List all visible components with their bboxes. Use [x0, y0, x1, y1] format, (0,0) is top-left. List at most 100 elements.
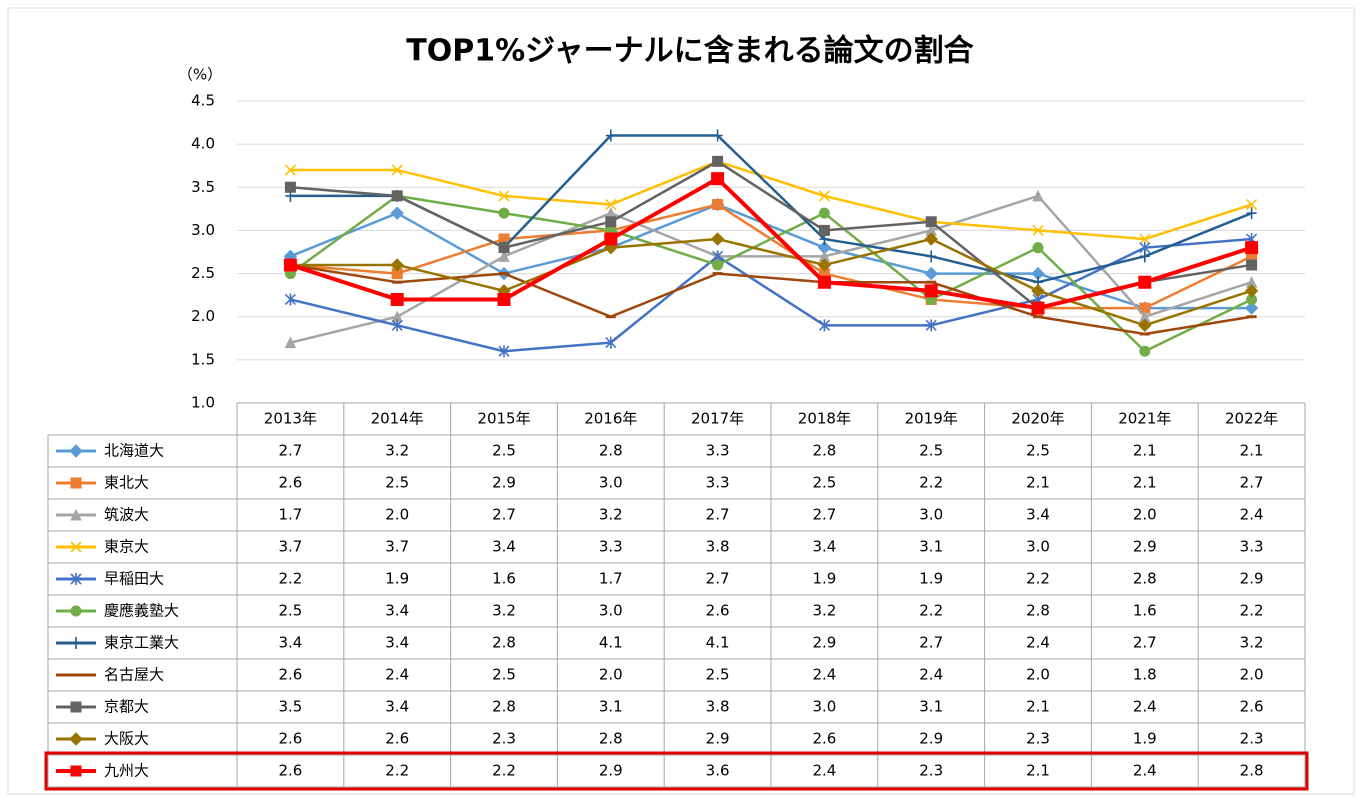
data-point: [1139, 250, 1150, 263]
table-cell: 2.7: [1133, 634, 1157, 652]
table-cell: 3.0: [599, 602, 623, 620]
table-cell: 3.4: [385, 698, 409, 716]
data-point: [391, 319, 403, 332]
table-cell: 2.9: [812, 634, 836, 652]
series-line: [290, 194, 1252, 344]
table-cell: 3.2: [492, 602, 516, 620]
x-tick-label: 2015年: [477, 410, 530, 428]
table-cell: 2.2: [492, 762, 516, 780]
data-point: [284, 293, 296, 306]
legend-marker: [70, 508, 82, 521]
data-point: [605, 129, 616, 142]
table-cell: 2.9: [919, 730, 943, 748]
data-point: [711, 172, 725, 186]
table-cell: 3.5: [278, 698, 302, 716]
legend-marker: [70, 541, 82, 553]
table-cell: 1.6: [1133, 602, 1157, 620]
table-cell: 2.7: [1240, 474, 1264, 492]
y-tick-label: 2.0: [191, 307, 215, 325]
data-point: [1246, 259, 1258, 271]
table-cell: 3.7: [385, 538, 409, 556]
table-cell: 2.4: [1026, 634, 1050, 652]
x-tick-label: 2019年: [905, 410, 958, 428]
table-cell: 2.6: [385, 730, 409, 748]
legend-label: 名古屋大: [104, 666, 164, 684]
legend-label: 東京大: [104, 538, 149, 556]
data-point: [926, 250, 937, 263]
series-line: [289, 194, 1253, 353]
data-point: [1139, 345, 1151, 357]
table-cell: 1.7: [599, 570, 623, 588]
data-point: [284, 336, 297, 349]
x-tick-label: 2018年: [798, 410, 851, 428]
table-cell: 2.8: [492, 698, 516, 716]
table-cell: 2.0: [599, 666, 623, 684]
table-cell: 2.3: [492, 730, 516, 748]
data-point: [1245, 241, 1259, 255]
table-cell: 2.7: [492, 506, 516, 524]
table-cell: 2.5: [919, 442, 943, 460]
data-point: [1139, 233, 1151, 245]
legend-label: 慶應義塾大: [104, 602, 179, 620]
table-cell: 2.3: [1240, 730, 1264, 748]
data-point: [817, 258, 832, 272]
data-point: [924, 284, 938, 298]
data-point: [818, 207, 830, 219]
legend-marker: [70, 573, 82, 585]
table-cell: 2.6: [812, 730, 836, 748]
data-point: [712, 259, 724, 271]
table-cell: 3.2: [599, 506, 623, 524]
table-cell: 2.6: [278, 730, 302, 748]
table-cell: 2.1: [1133, 442, 1157, 460]
table-cell: 2.4: [812, 666, 836, 684]
data-point: [818, 224, 830, 236]
y-tick-label: 2.5: [191, 264, 215, 282]
legend-label: 北海道大: [104, 442, 164, 460]
table-cell: 2.0: [1026, 666, 1050, 684]
table-cell: 3.8: [706, 538, 730, 556]
table-cell: 3.3: [1240, 538, 1264, 556]
y-tick-label: 3.0: [191, 221, 215, 239]
table-cell: 3.2: [385, 442, 409, 460]
data-point: [1246, 207, 1257, 220]
chart-title: TOP1%ジャーナルに含まれる論文の割合: [406, 34, 973, 69]
table-cell: 2.3: [1026, 730, 1050, 748]
table-cell: 1.6: [492, 570, 516, 588]
data-point: [1244, 301, 1259, 315]
table-cell: 3.4: [278, 634, 302, 652]
table-cell: 4.1: [599, 634, 623, 652]
table-cell: 2.6: [278, 474, 302, 492]
table-cell: 2.9: [599, 762, 623, 780]
table-cell: 1.8: [1133, 666, 1157, 684]
table-cell: 3.4: [385, 602, 409, 620]
table-cell: 2.5: [1026, 442, 1050, 460]
table-cell: 2.7: [706, 570, 730, 588]
data-point: [1031, 301, 1045, 315]
table-cell: 2.6: [278, 666, 302, 684]
table-cell: 3.0: [812, 698, 836, 716]
table-cell: 2.5: [385, 474, 409, 492]
data-point: [925, 319, 937, 332]
highlight-box: [44, 751, 1309, 791]
table-cell: 2.2: [1026, 570, 1050, 588]
data-point: [605, 336, 617, 349]
data-point: [1138, 318, 1152, 333]
table-cell: 2.1: [1026, 698, 1050, 716]
table-cell: 1.9: [919, 570, 943, 588]
data-point: [498, 345, 510, 358]
table-cell: 3.1: [599, 698, 623, 716]
table-cell: 2.1: [1026, 474, 1050, 492]
legend-label: 大阪大: [104, 730, 149, 748]
table-cell: 2.0: [385, 506, 409, 524]
data-point: [391, 190, 403, 202]
data-point: [1032, 224, 1044, 236]
table-cell: 3.2: [1240, 634, 1264, 652]
y-tick-label: 1.0: [191, 394, 215, 412]
table-cell: 3.6: [706, 762, 730, 780]
x-tick-label: 2016年: [584, 410, 637, 428]
legend-label: 筑波大: [104, 506, 149, 524]
table-cell: 2.6: [278, 762, 302, 780]
series-line: [289, 203, 1252, 310]
table-cell: 2.7: [278, 442, 302, 460]
table-cell: 2.4: [919, 666, 943, 684]
